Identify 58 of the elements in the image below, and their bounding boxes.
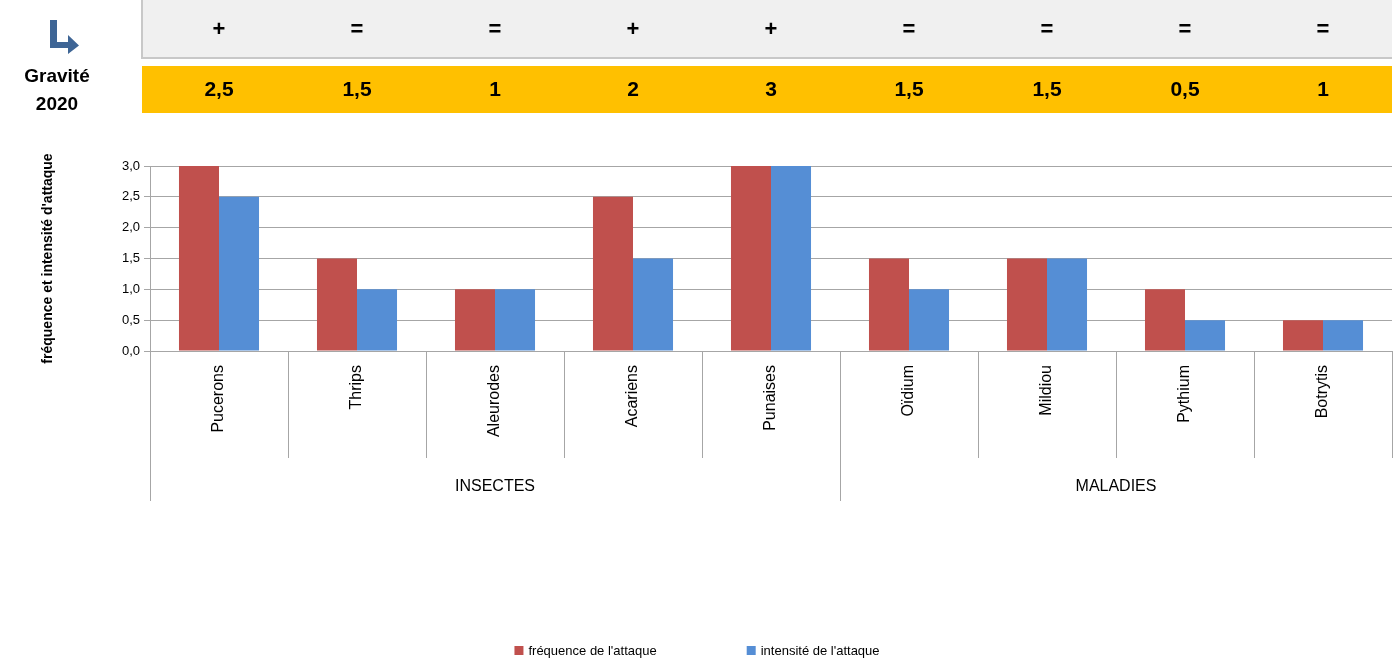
x-tick-label: Mildiou (1037, 365, 1055, 416)
bar (592, 196, 633, 351)
bar (495, 289, 536, 351)
text: = (1316, 16, 1330, 42)
text: = (350, 16, 364, 42)
text: 2 (627, 76, 639, 100)
text: = (1040, 16, 1054, 42)
text: + (764, 16, 778, 42)
x-tick-label: Oïdium (899, 365, 917, 417)
text: INSECTES (454, 477, 536, 495)
bar (730, 166, 771, 351)
bar (633, 258, 674, 351)
y-tick-label: 2,5 (121, 188, 140, 204)
x-tick-label: Thrips (347, 365, 365, 410)
x-tick-label: Aleurodes (485, 365, 503, 438)
text: 2,5 (204, 76, 234, 100)
bar (1185, 320, 1226, 351)
bar (868, 258, 909, 351)
bar (1047, 258, 1088, 351)
text: 1,5 (1032, 76, 1062, 100)
bar (454, 289, 495, 351)
y-tick-label: 1,0 (121, 280, 140, 296)
bar (909, 289, 950, 351)
text: = (1178, 16, 1192, 42)
bar (1323, 320, 1364, 351)
y-tick-label: 0,5 (121, 311, 140, 327)
x-tick-label: Botrytis (1313, 365, 1331, 419)
text: 1 (1317, 76, 1330, 100)
y-axis-title: fréquence et intensité d'attaque (39, 153, 56, 364)
bar (357, 289, 398, 351)
x-tick-label: Acariens (623, 365, 641, 428)
text: = (488, 16, 502, 42)
legend-label: fréquence de l'attaque (528, 642, 657, 658)
text: Gravité 2020 (24, 65, 90, 115)
text: + (626, 16, 640, 42)
text: 1 (489, 76, 502, 100)
x-tick-label: Pucerons (209, 365, 227, 433)
text: MALADIES (1075, 477, 1157, 495)
text: 1,5 (342, 76, 372, 100)
text: 0,5 (1170, 76, 1200, 100)
bar (316, 258, 357, 351)
x-tick-label: Pythium (1175, 365, 1193, 423)
text: 3 (765, 76, 777, 100)
legend-label: intensité de l'attaque (760, 642, 880, 658)
bar (219, 196, 260, 351)
bar (1006, 258, 1047, 351)
bar (1282, 320, 1323, 351)
y-tick-label: 3,0 (121, 157, 140, 173)
x-tick-label: Punaises (761, 365, 779, 431)
y-tick-label: 2,0 (121, 219, 140, 235)
bar (1144, 289, 1185, 351)
y-tick-label: 0,0 (121, 342, 140, 358)
y-tick-label: 1,5 (121, 250, 140, 266)
bar (771, 166, 812, 351)
bar (178, 166, 219, 351)
text: + (212, 16, 226, 42)
text: 1,5 (894, 76, 924, 100)
text: = (902, 16, 916, 42)
